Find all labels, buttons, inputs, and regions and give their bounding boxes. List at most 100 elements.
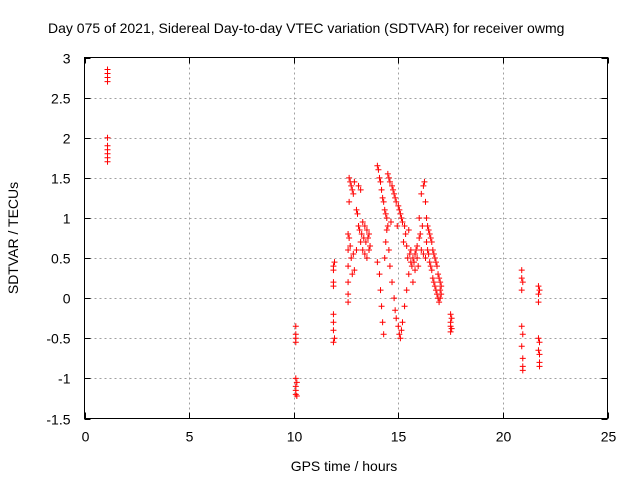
data-point [414,243,421,250]
data-point [429,247,436,254]
data-point [330,339,337,346]
data-point [374,162,381,169]
data-point [382,239,389,246]
data-point [292,375,299,382]
data-point [349,186,356,193]
data-point [438,291,445,298]
data-point [345,291,352,298]
data-point [350,251,357,258]
data-point [378,303,385,310]
data-point [430,251,437,258]
data-point [396,206,403,213]
y-tick-label: 0 [63,291,71,307]
chart-title: Day 075 of 2021, Sidereal Day-to-day VTE… [48,20,564,36]
data-point [377,178,384,185]
data-point [385,174,392,181]
data-point [397,335,404,342]
data-point [438,283,445,290]
data-point [351,267,358,274]
data-point [382,210,389,217]
data-point [437,279,444,286]
plot-frame [84,57,608,419]
data-point [518,287,525,294]
data-point [536,287,543,294]
data-point [330,311,337,318]
data-point [104,78,111,85]
data-point [356,226,363,233]
y-tick-label: 0.5 [51,251,71,267]
data-point [389,279,396,286]
data-point [519,367,526,374]
data-point [432,259,439,266]
data-point [418,190,425,197]
data-point [331,335,338,342]
data-point [348,255,355,262]
data-point [399,319,406,326]
data-point [403,287,410,294]
data-point [398,327,405,334]
data-point [379,194,386,201]
data-point [412,251,419,258]
data-point [416,235,423,241]
data-point [435,271,442,278]
data-point [377,287,384,294]
data-point [363,255,370,262]
data-point [351,178,358,185]
data-point [413,247,420,254]
data-point [330,327,337,334]
data-point [331,259,338,266]
y-tick-label: 1 [63,211,71,227]
data-points [104,66,543,400]
data-point [535,291,542,298]
y-tick-label: -1 [58,371,71,387]
data-point [424,247,431,254]
data-point [354,210,361,217]
data-point [379,319,386,326]
data-point [386,178,393,185]
data-point [392,307,399,314]
data-point [347,243,354,250]
data-point [359,218,366,225]
data-point [391,295,398,302]
data-point [292,339,299,346]
data-point [357,239,364,246]
data-point [448,325,455,332]
y-tick-label: 2.5 [51,91,71,107]
data-point [401,303,408,310]
data-point [393,198,400,205]
data-point [396,331,403,338]
data-point [420,251,427,258]
data-point [355,182,362,189]
data-point [350,190,357,197]
y-tick-label: 1.5 [51,171,71,187]
data-point [401,222,408,229]
data-point [519,355,526,362]
data-point [536,339,543,346]
grid [84,57,608,419]
x-tick-label: 10 [287,429,303,445]
data-point [381,206,388,213]
data-point [403,243,410,250]
data-point [535,347,542,354]
data-point [428,267,435,274]
data-point [418,247,425,254]
data-point [376,271,383,278]
data-point [419,222,426,229]
data-point [361,251,368,258]
data-point [518,323,525,330]
data-point [387,218,394,225]
data-point [366,230,373,237]
y-tick-label: 3 [63,51,71,67]
data-point [415,263,422,270]
data-point [405,271,412,278]
data-point [392,194,399,201]
x-tick-label: 0 [82,429,90,445]
data-point [376,174,383,181]
data-point [395,202,402,209]
data-point [353,247,360,254]
data-point [447,311,454,318]
data-point [535,335,542,342]
data-point [386,263,393,270]
data-point [355,222,362,229]
data-point [345,263,352,270]
